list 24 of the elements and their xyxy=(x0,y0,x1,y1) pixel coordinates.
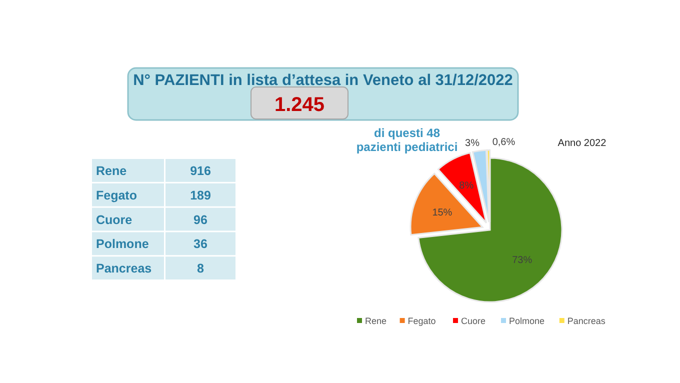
data-label: 3% xyxy=(465,138,480,149)
category-label: Cuore xyxy=(96,212,132,227)
category-label: Rene xyxy=(96,164,127,178)
data-label: 73% xyxy=(512,254,532,266)
legend-label: Pancreas xyxy=(567,316,606,326)
text: 1.245 xyxy=(274,94,325,116)
data-label: 8% xyxy=(459,180,474,192)
text: N° PAZIENTI in lista d’attesa in Veneto al 31/12/2022 xyxy=(133,72,513,89)
data-label: 916 xyxy=(190,164,211,178)
legend-label: Polmone xyxy=(509,316,545,326)
legend-label: Cuore xyxy=(461,316,486,326)
category-label: Polmone xyxy=(96,237,149,252)
legend-label: Rene xyxy=(365,316,387,326)
category-label: Pancreas xyxy=(96,262,152,276)
data-label: 15% xyxy=(432,208,452,219)
data-label: 0,6% xyxy=(492,137,516,148)
data-label: 8 xyxy=(197,262,204,276)
data-label: 189 xyxy=(190,188,211,202)
data-label: 36 xyxy=(194,237,208,252)
chart-title: Anno 2022 xyxy=(558,138,607,149)
data-label: 96 xyxy=(194,212,208,227)
legend-label: Fegato xyxy=(408,316,436,326)
category-label: Fegato xyxy=(96,188,138,202)
text: di questi 48 pazienti pediatrici xyxy=(356,126,458,154)
